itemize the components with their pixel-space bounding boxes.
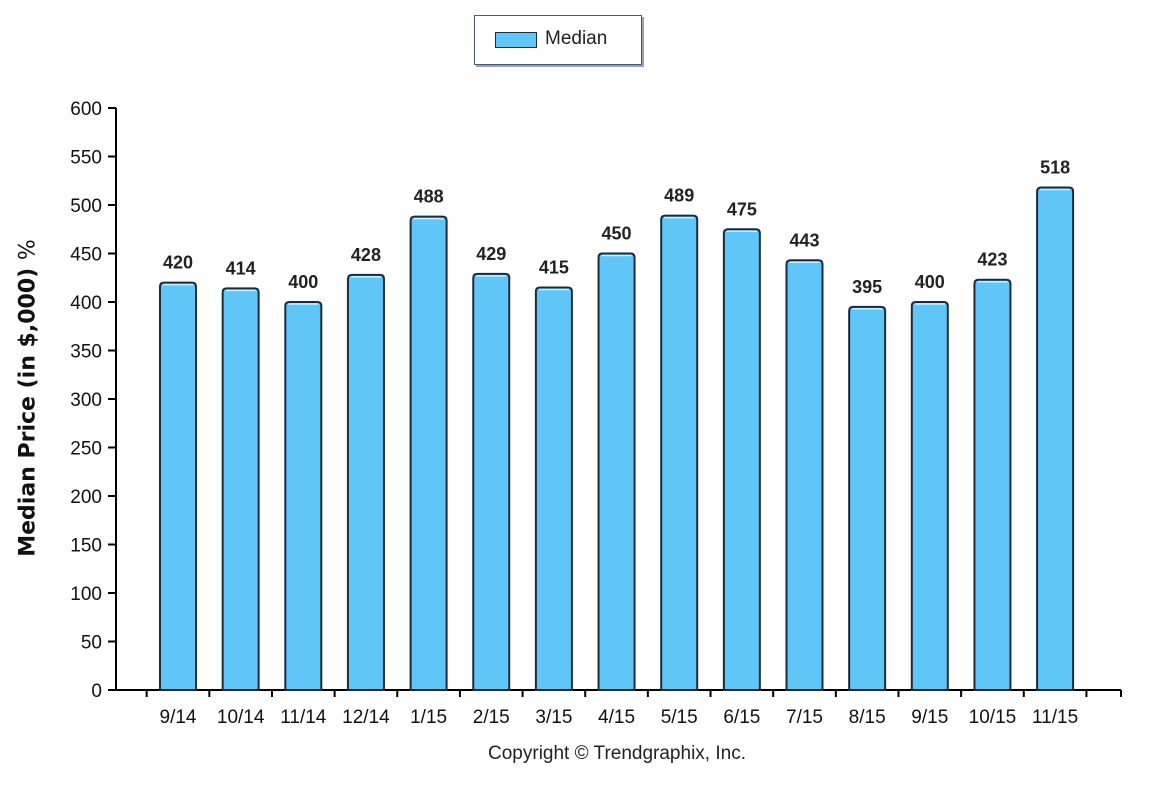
data-label: 429 xyxy=(476,244,506,264)
bar xyxy=(660,214,699,691)
bar xyxy=(284,301,323,691)
x-tick-label: 10/15 xyxy=(969,707,1017,728)
bar xyxy=(910,301,949,691)
x-tick-label: 3/15 xyxy=(535,707,572,728)
bar xyxy=(1036,186,1075,691)
x-tick-label: 12/14 xyxy=(342,707,390,728)
x-tick-label: 11/15 xyxy=(1032,707,1078,728)
x-tick-label: 1/15 xyxy=(410,707,447,728)
data-label: 488 xyxy=(414,187,444,207)
data-label: 489 xyxy=(664,186,694,206)
y-tick-label: 150 xyxy=(70,536,102,557)
x-tick-label: 6/15 xyxy=(723,707,760,728)
y-tick-label: 200 xyxy=(70,487,102,508)
data-label: 414 xyxy=(226,258,256,278)
bar xyxy=(534,286,573,691)
data-label: 415 xyxy=(539,257,569,277)
data-label: 400 xyxy=(288,272,318,292)
data-label: 443 xyxy=(789,230,819,250)
x-tick-label: 8/15 xyxy=(849,707,886,728)
bar xyxy=(221,287,260,691)
data-label: 450 xyxy=(602,224,632,244)
bar xyxy=(159,281,197,691)
y-axis-unit: % xyxy=(15,239,41,261)
y-tick-label: 550 xyxy=(70,148,102,169)
y-axis-title: Median Price (in $,000) xyxy=(15,267,41,557)
y-tick-label: 0 xyxy=(91,681,102,702)
x-tick-label: 9/14 xyxy=(160,707,197,728)
y-tick-label: 400 xyxy=(70,293,102,314)
y-tick-label: 600 xyxy=(70,99,102,120)
data-label: 395 xyxy=(852,277,882,297)
x-tick-label: 11/14 xyxy=(280,707,327,728)
y-tick-label: 350 xyxy=(70,342,102,363)
x-tick-label: 9/15 xyxy=(911,707,948,728)
data-label: 420 xyxy=(163,253,193,273)
data-label: 475 xyxy=(727,199,757,219)
bar xyxy=(722,228,761,691)
x-tick-label: 5/15 xyxy=(661,707,698,728)
y-tick-label: 500 xyxy=(70,196,102,217)
y-tick-label: 50 xyxy=(81,633,102,654)
x-tick-label: 7/15 xyxy=(786,707,823,728)
y-tick-label: 450 xyxy=(70,245,102,266)
legend-label: Median xyxy=(545,28,608,49)
data-label: 518 xyxy=(1040,158,1070,178)
x-tick-label: 4/15 xyxy=(598,707,635,728)
legend: Median xyxy=(474,15,642,65)
bar xyxy=(597,252,636,691)
y-axis-label: Median Price (in $,000) % xyxy=(16,239,41,557)
bar xyxy=(848,305,887,691)
bar xyxy=(409,215,448,691)
bar xyxy=(785,259,824,691)
copyright-text: Copyright © Trendgraphix, Inc. xyxy=(488,743,746,764)
legend-swatch xyxy=(495,32,537,48)
y-tick-label: 100 xyxy=(70,584,102,605)
bar xyxy=(973,278,1012,691)
data-label: 400 xyxy=(915,272,945,292)
bar xyxy=(346,273,385,691)
bar xyxy=(472,272,511,691)
data-label: 428 xyxy=(351,245,381,265)
data-label: 423 xyxy=(977,250,1007,270)
y-tick-label: 300 xyxy=(70,390,102,411)
x-tick-label: 2/15 xyxy=(473,707,510,728)
y-tick-label: 250 xyxy=(70,439,102,460)
x-tick-label: 10/14 xyxy=(217,707,265,728)
